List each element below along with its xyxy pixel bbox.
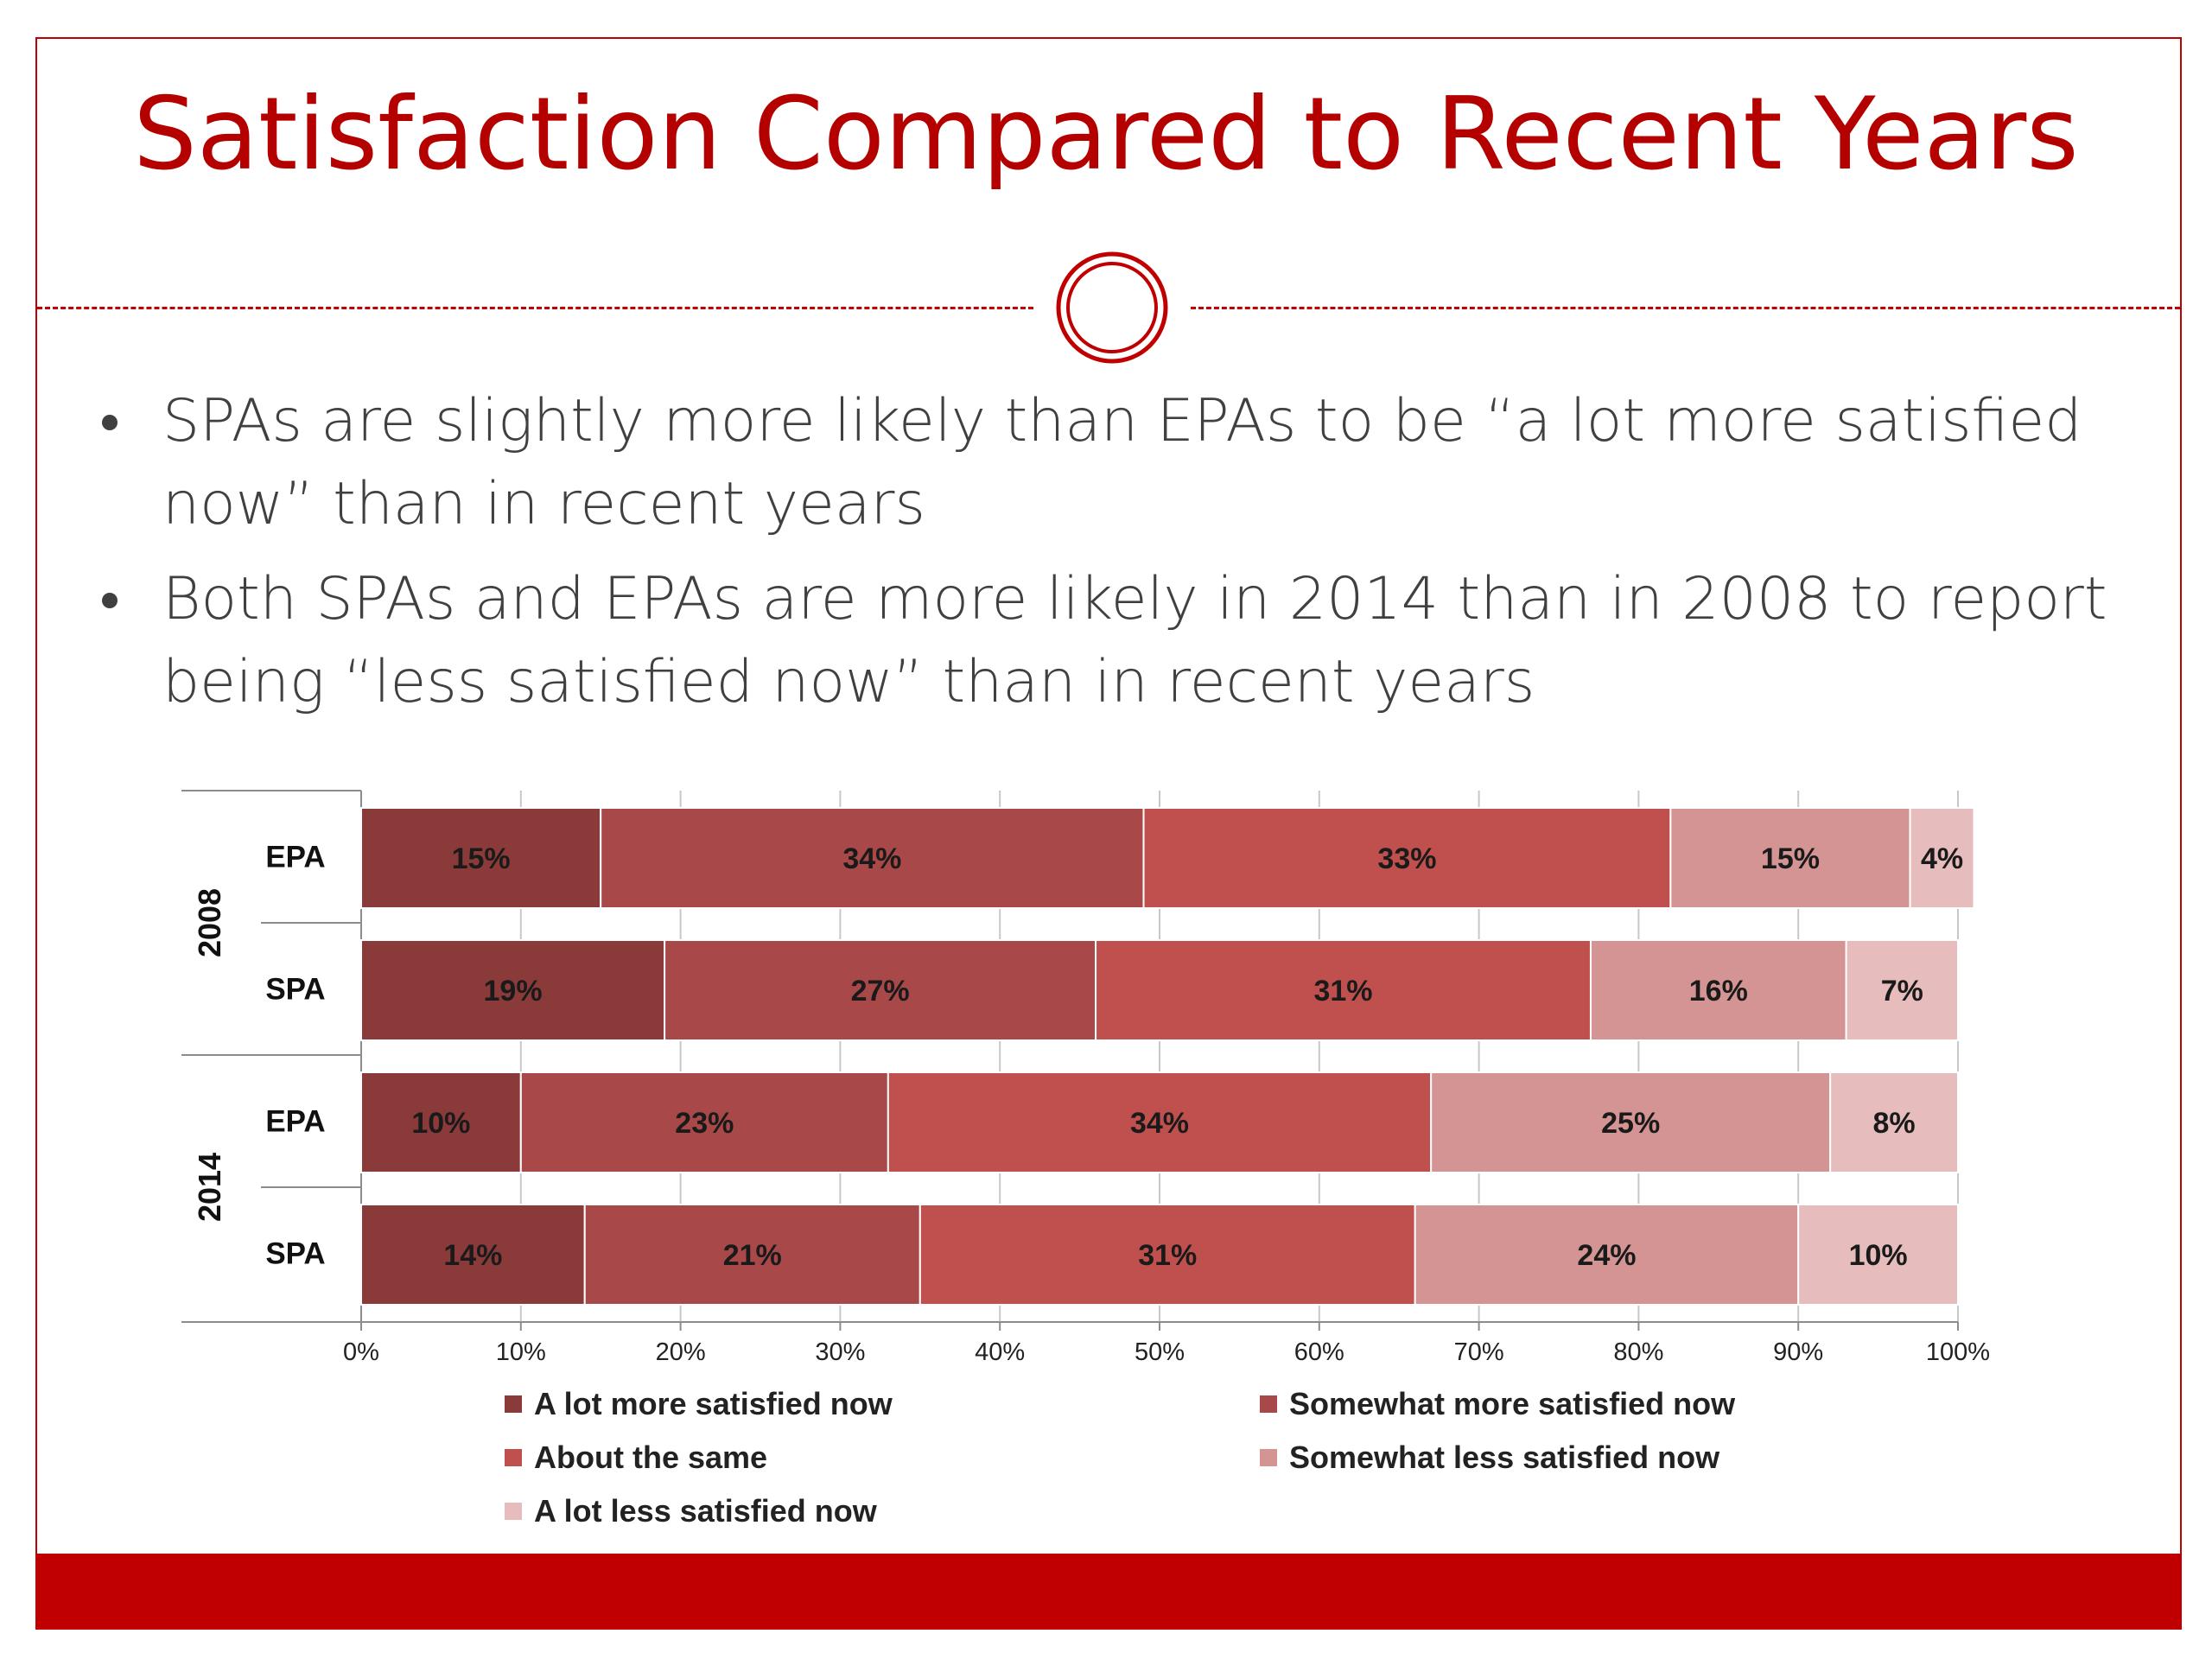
data-label: 25% xyxy=(1601,1107,1660,1140)
data-label: 4% xyxy=(1921,842,1963,875)
group-label: 2014 xyxy=(192,1153,227,1222)
bar-segment xyxy=(1845,939,1959,1041)
bar-segment xyxy=(360,807,602,909)
legend-label: A lot less satisfied now xyxy=(534,1493,877,1529)
legend-swatch xyxy=(505,1395,522,1413)
x-tick-label: 50% xyxy=(1135,1338,1185,1366)
bar-segment xyxy=(887,1071,1433,1173)
data-label: 31% xyxy=(1138,1239,1197,1272)
category-label: EPA xyxy=(265,841,325,874)
category-label: EPA xyxy=(265,1105,325,1139)
bar-segment xyxy=(1829,1071,1959,1173)
data-label: 19% xyxy=(484,975,543,1007)
bullet-item: SPAs are slightly more likely than EPAs … xyxy=(95,380,2152,546)
bullet-item: Both SPAs and EPAs are more likely in 20… xyxy=(95,558,2152,724)
divider-right xyxy=(1191,307,2180,309)
bar-segment xyxy=(1797,1204,1959,1306)
legend-swatch xyxy=(505,1503,522,1520)
legend-item: Somewhat less satisfied now xyxy=(1260,1440,1719,1476)
bar-segment xyxy=(1589,939,1847,1041)
bar-segment xyxy=(1095,939,1592,1041)
data-label: 15% xyxy=(1761,842,1820,875)
x-tick-label: 90% xyxy=(1773,1338,1823,1366)
x-tick-label: 20% xyxy=(656,1338,706,1366)
legend-label: Somewhat more satisfied now xyxy=(1289,1386,1736,1421)
data-label: 15% xyxy=(452,842,511,875)
legend-swatch xyxy=(505,1449,522,1466)
data-label: 33% xyxy=(1377,842,1436,875)
category-label: SPA xyxy=(265,1237,325,1271)
data-label: 27% xyxy=(851,975,910,1007)
bar-segment xyxy=(600,807,1145,909)
data-label: 10% xyxy=(411,1107,470,1140)
bar-segment xyxy=(583,1204,921,1306)
bar-segment xyxy=(360,1071,522,1173)
divider-left xyxy=(37,307,1033,309)
data-label: 24% xyxy=(1577,1239,1636,1272)
legend-swatch xyxy=(1260,1449,1277,1466)
data-label: 7% xyxy=(1881,975,1923,1007)
x-tick-label: 70% xyxy=(1454,1338,1504,1366)
data-label: 31% xyxy=(1313,975,1372,1007)
bar-segment xyxy=(360,1204,586,1306)
x-tick-label: 80% xyxy=(1613,1338,1663,1366)
bar-segment xyxy=(519,1071,889,1173)
bar-segment xyxy=(1669,807,1911,909)
data-label: 10% xyxy=(1849,1239,1908,1272)
legend-item: A lot more satisfied now xyxy=(505,1386,893,1422)
slide-title: Satisfaction Compared to Recent Years xyxy=(133,76,2079,193)
footer-bar xyxy=(35,1554,2182,1630)
data-label: 34% xyxy=(842,842,901,875)
data-label: 23% xyxy=(675,1107,734,1140)
x-tick-label: 10% xyxy=(496,1338,546,1366)
bullet-text: SPAs are slightly more likely than EPAs … xyxy=(162,387,2082,538)
data-label: 14% xyxy=(443,1239,502,1272)
bar-segment xyxy=(1909,807,1975,909)
bar-segment xyxy=(1430,1071,1832,1173)
legend-label: A lot more satisfied now xyxy=(534,1386,893,1421)
bar-segment xyxy=(918,1204,1416,1306)
x-tick-label: 30% xyxy=(815,1338,865,1366)
x-tick-label: 0% xyxy=(343,1338,379,1366)
legend-item: About the same xyxy=(505,1440,767,1476)
bar-segment xyxy=(360,939,666,1041)
bar-segment xyxy=(664,939,1097,1041)
group-label: 2008 xyxy=(192,888,227,957)
bullet-text: Both SPAs and EPAs are more likely in 20… xyxy=(162,565,2107,716)
circle-ornament-icon xyxy=(1056,251,1168,364)
bullet-list: SPAs are slightly more likely than EPAs … xyxy=(95,380,2152,736)
bar-segment xyxy=(1142,807,1672,909)
bullet-dot-icon xyxy=(102,593,118,608)
category-label: SPA xyxy=(265,973,325,1007)
x-tick-label: 60% xyxy=(1294,1338,1344,1366)
x-tick-label: 100% xyxy=(1926,1338,1990,1366)
x-tick-label: 40% xyxy=(975,1338,1025,1366)
legend-item: Somewhat more satisfied now xyxy=(1260,1386,1735,1422)
data-label: 16% xyxy=(1689,975,1748,1007)
data-label: 21% xyxy=(723,1239,782,1272)
bullet-dot-icon xyxy=(102,415,118,430)
legend-item: A lot less satisfied now xyxy=(505,1493,877,1529)
data-label: 34% xyxy=(1130,1107,1189,1140)
legend-label: Somewhat less satisfied now xyxy=(1289,1440,1720,1475)
legend-swatch xyxy=(1260,1395,1277,1413)
legend-label: About the same xyxy=(534,1440,768,1475)
data-label: 8% xyxy=(1873,1107,1916,1140)
